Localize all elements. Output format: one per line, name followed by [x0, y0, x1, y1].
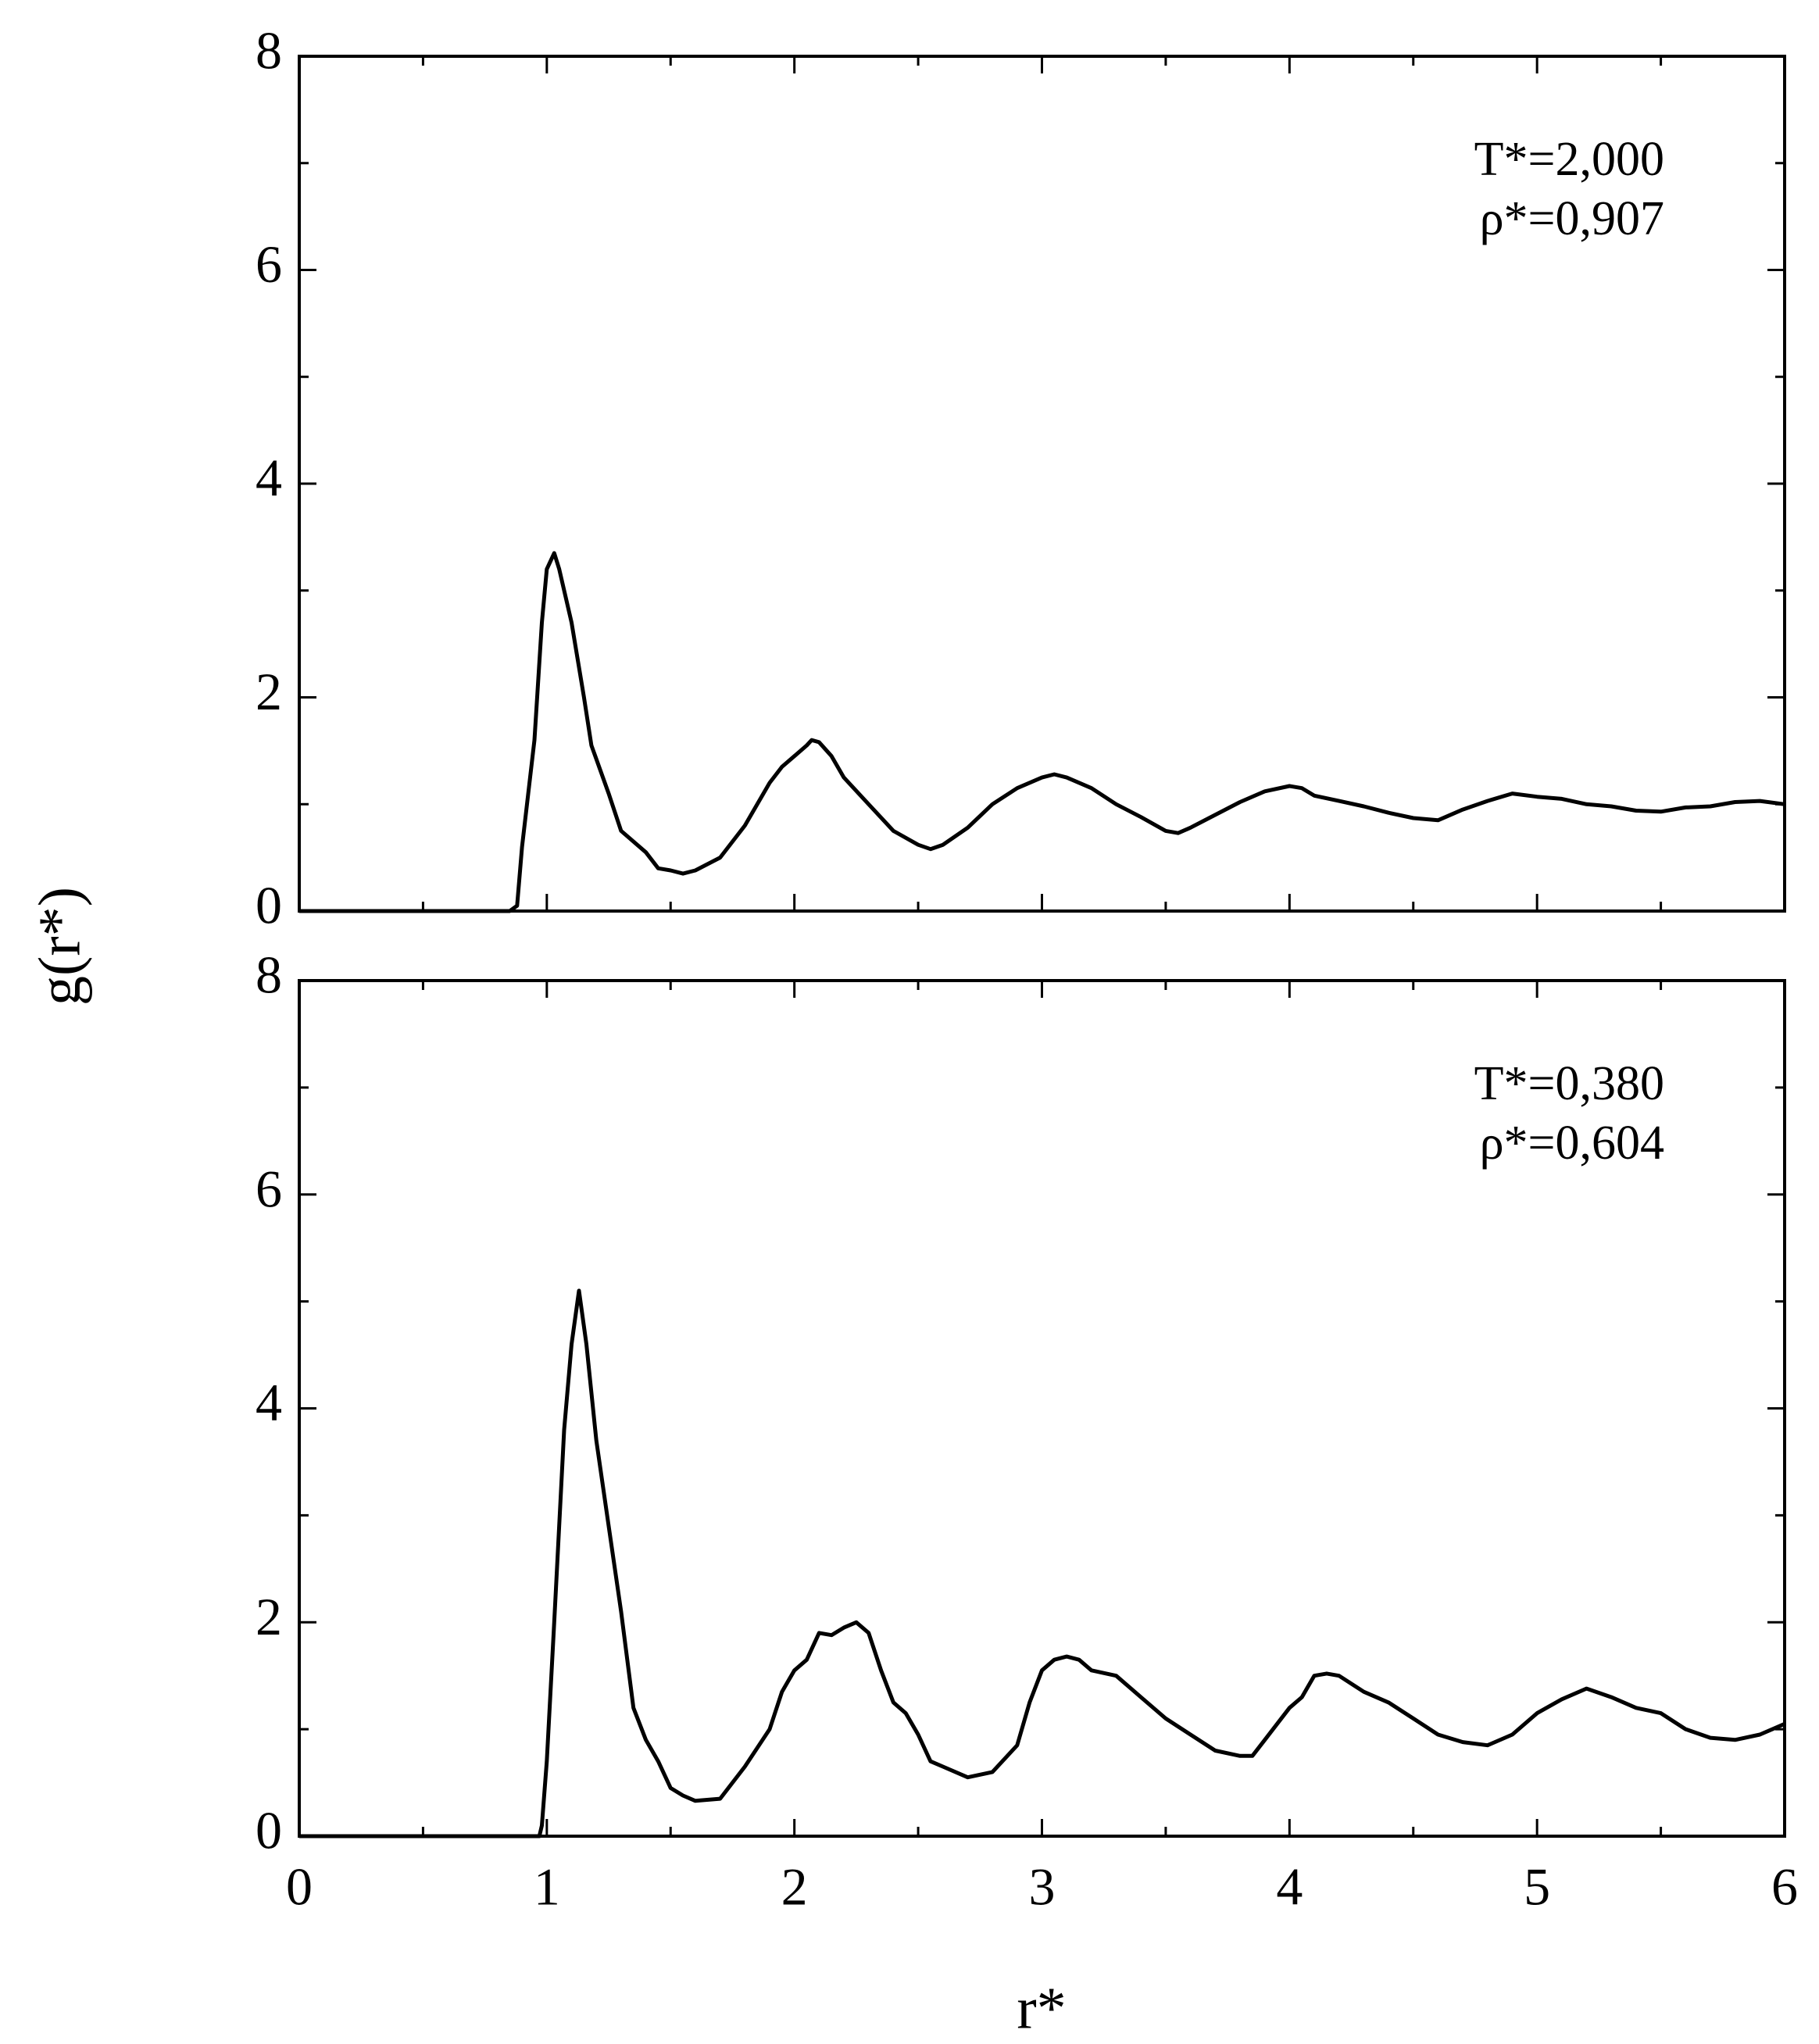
y-tick-label: 4 [256, 1373, 282, 1432]
x-tick-label: 6 [1771, 1857, 1798, 1917]
x-axis-label: r* [1017, 1975, 1066, 2041]
y-tick-label: 6 [256, 234, 282, 294]
x-tick-label: 1 [534, 1857, 560, 1917]
y-tick-label: 0 [256, 1801, 282, 1860]
x-tick-label: 3 [1029, 1857, 1056, 1917]
annotation: ρ*=0,604 [1480, 1117, 1664, 1170]
y-tick-label: 4 [256, 448, 282, 508]
y-tick-label: 6 [256, 1159, 282, 1218]
x-tick-label: 5 [1524, 1857, 1550, 1917]
x-tick-label: 4 [1276, 1857, 1303, 1917]
annotation: ρ*=0,907 [1480, 192, 1664, 245]
y-tick-label: 8 [256, 21, 282, 80]
x-tick-label: 0 [286, 1857, 313, 1917]
data-line [299, 1288, 1785, 1839]
y-tick-label: 8 [256, 945, 282, 1005]
y-axis-label: g(r*) [27, 887, 92, 1006]
annotation: T*=2,000 [1474, 133, 1664, 186]
x-tick-label: 2 [781, 1857, 808, 1917]
y-tick-label: 2 [256, 1587, 282, 1646]
y-tick-label: 2 [256, 662, 282, 721]
y-tick-label: 0 [256, 876, 282, 935]
annotation: T*=0,380 [1474, 1057, 1664, 1110]
data-line [299, 551, 1785, 913]
